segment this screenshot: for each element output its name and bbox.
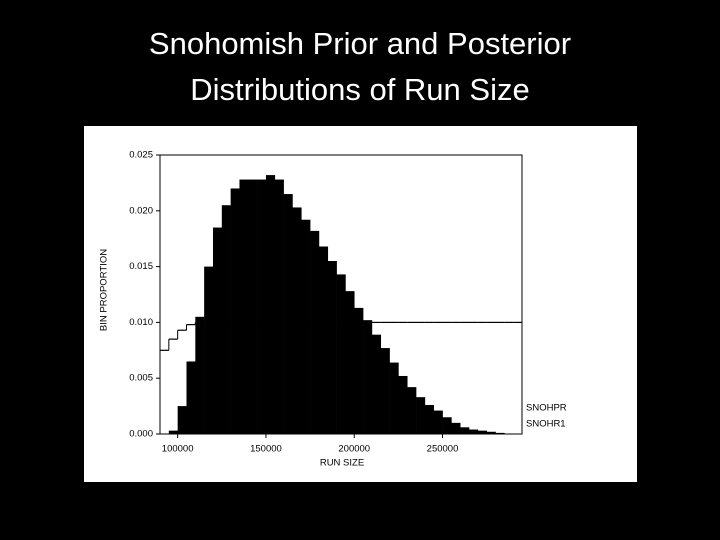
bar [486,431,496,434]
bar [398,375,408,434]
bar [469,429,479,434]
bar [168,430,178,434]
bar [433,410,443,434]
bar [371,334,382,434]
bar [265,175,276,434]
x-axis-label: RUN SIZE [320,458,364,469]
bar [336,274,346,434]
bar [310,230,320,434]
bar [495,432,505,434]
bar [407,387,417,434]
title-line: Snohomish Prior and Posterior [149,26,571,61]
bar [186,361,196,434]
legend-label: SNOHPR [526,403,567,414]
bar [230,188,240,434]
y-tick-label: 0.005 [129,373,153,384]
bar [274,179,284,434]
bar [177,406,187,434]
bar [283,194,293,434]
bar [363,320,373,434]
bar [221,205,231,434]
bar [292,207,302,434]
x-tick-label: 150000 [250,444,282,455]
bar [195,316,205,434]
bar [460,427,470,434]
plot-frame [159,154,523,435]
bar [442,417,452,434]
y-axis-label: BIN PROPORTION [99,249,110,331]
y-tick-label: 0.015 [129,261,153,272]
bar [424,404,435,434]
bar [301,219,311,434]
bar [239,179,249,434]
x-tick-label: 200000 [338,444,370,455]
bar [204,266,214,434]
bar [451,422,461,434]
bar [257,179,267,434]
bar [318,246,329,434]
y-tick-label: 0.020 [129,205,153,216]
bar [327,261,337,434]
x-tick-label: 100000 [162,444,194,455]
y-tick-label: 0.010 [129,317,153,328]
bar [416,397,426,434]
x-tick-label: 250000 [427,444,459,455]
bar [389,362,399,434]
title-line: Distributions of Run Size [190,72,529,107]
bar [354,307,364,434]
bar [345,291,355,434]
bar [212,227,223,434]
y-tick-label: 0.025 [129,150,153,161]
bar [248,179,258,434]
bar [380,348,390,434]
y-tick-label: 0.000 [129,429,153,440]
legend-label: SNOHR1 [526,419,566,430]
bar [477,430,487,434]
